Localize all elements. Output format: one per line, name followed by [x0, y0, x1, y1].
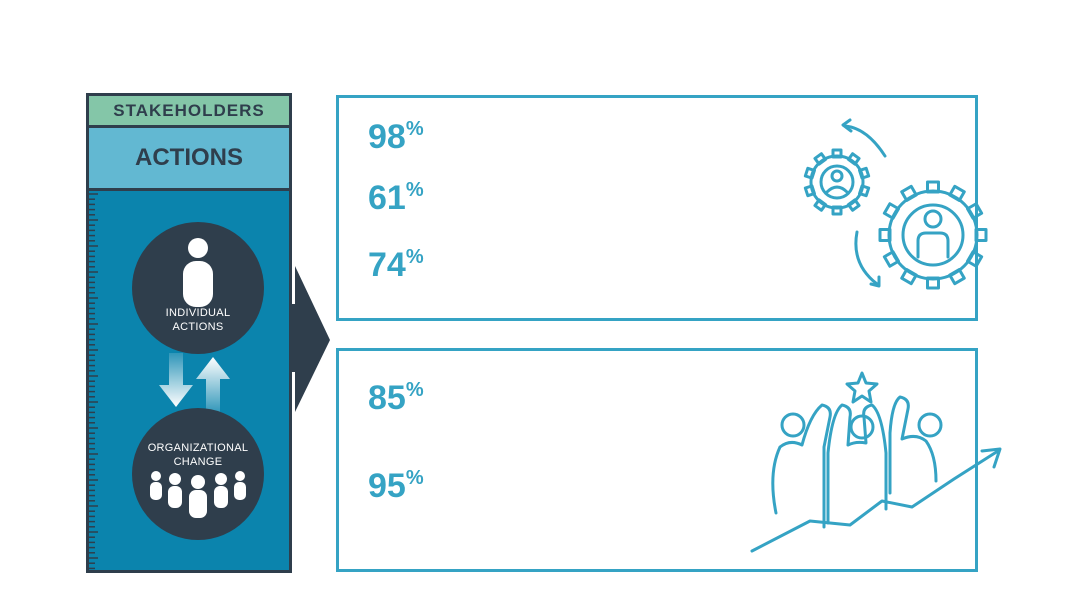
stat-1-value: 98 — [368, 118, 406, 156]
org-label-line2: CHANGE — [173, 456, 223, 468]
gear-tooth — [974, 228, 988, 242]
gear-tooth — [948, 267, 966, 286]
gear-tooth — [813, 152, 828, 166]
stat-2-unit: % — [405, 179, 424, 201]
gear-tooth — [831, 205, 843, 216]
stat-5-unit: % — [405, 467, 424, 489]
person-icon — [183, 238, 213, 307]
gear-tooth — [948, 184, 966, 203]
gear-tooth — [846, 198, 861, 212]
gear-tooth — [900, 184, 918, 203]
stakeholders-column: STAKEHOLDERS ACTIONS INDIVIDUAL ACTIONS — [86, 93, 292, 573]
stat-1-unit: % — [405, 118, 424, 140]
stat-5-value: 95 — [368, 467, 406, 505]
gear-tooth — [878, 228, 892, 242]
organizational-change-circle: ORGANIZATIONAL CHANGE — [132, 408, 264, 540]
gear-tooth — [965, 202, 984, 220]
actions-header: ACTIONS — [89, 128, 289, 191]
group-people-icon — [150, 471, 246, 518]
stat-4-unit: % — [405, 379, 424, 401]
stat-4: 85% — [368, 379, 424, 417]
ruler-ticks — [89, 193, 98, 570]
team-high-five-growth-icon — [750, 371, 1002, 553]
stakeholders-label: STAKEHOLDERS — [113, 100, 265, 120]
gear-tooth — [858, 166, 871, 180]
exchange-arrows-icon — [159, 353, 230, 413]
stat-1: 98% — [368, 118, 424, 156]
gear-tooth — [882, 250, 901, 268]
gear-tooth — [813, 198, 828, 212]
gears-person-cycle-icon — [803, 118, 988, 290]
gear-tooth — [900, 267, 918, 286]
stat-4-value: 85 — [368, 379, 406, 417]
individual-label-line1: INDIVIDUAL — [165, 307, 231, 319]
individual-label-line2: ACTIONS — [172, 321, 224, 333]
stat-2-value: 61 — [368, 179, 406, 217]
gear-tooth — [965, 250, 984, 268]
stat-3-unit: % — [405, 246, 424, 268]
gear-tooth — [926, 276, 940, 290]
flow-arrow — [292, 266, 330, 412]
bottom-stats-panel: 85% 95% — [336, 348, 1002, 572]
gear-tooth — [846, 152, 861, 166]
gear-tooth — [803, 184, 816, 198]
org-label-line1: ORGANIZATIONAL — [147, 442, 249, 454]
stat-3-value: 74 — [368, 246, 406, 284]
stat-3: 74% — [368, 246, 424, 284]
gear-tooth — [831, 148, 843, 159]
gear-tooth — [882, 202, 901, 220]
stat-2: 61% — [368, 179, 424, 217]
gear-tooth — [926, 180, 940, 194]
actions-label: ACTIONS — [135, 144, 243, 171]
top-stats-panel: 98% 61% 74% — [336, 95, 988, 321]
stakeholders-header: STAKEHOLDERS — [89, 96, 289, 128]
gear-tooth — [803, 166, 816, 180]
individual-actions-circle: INDIVIDUAL ACTIONS — [132, 222, 264, 354]
stat-5: 95% — [368, 467, 424, 505]
gear-tooth — [858, 184, 871, 198]
